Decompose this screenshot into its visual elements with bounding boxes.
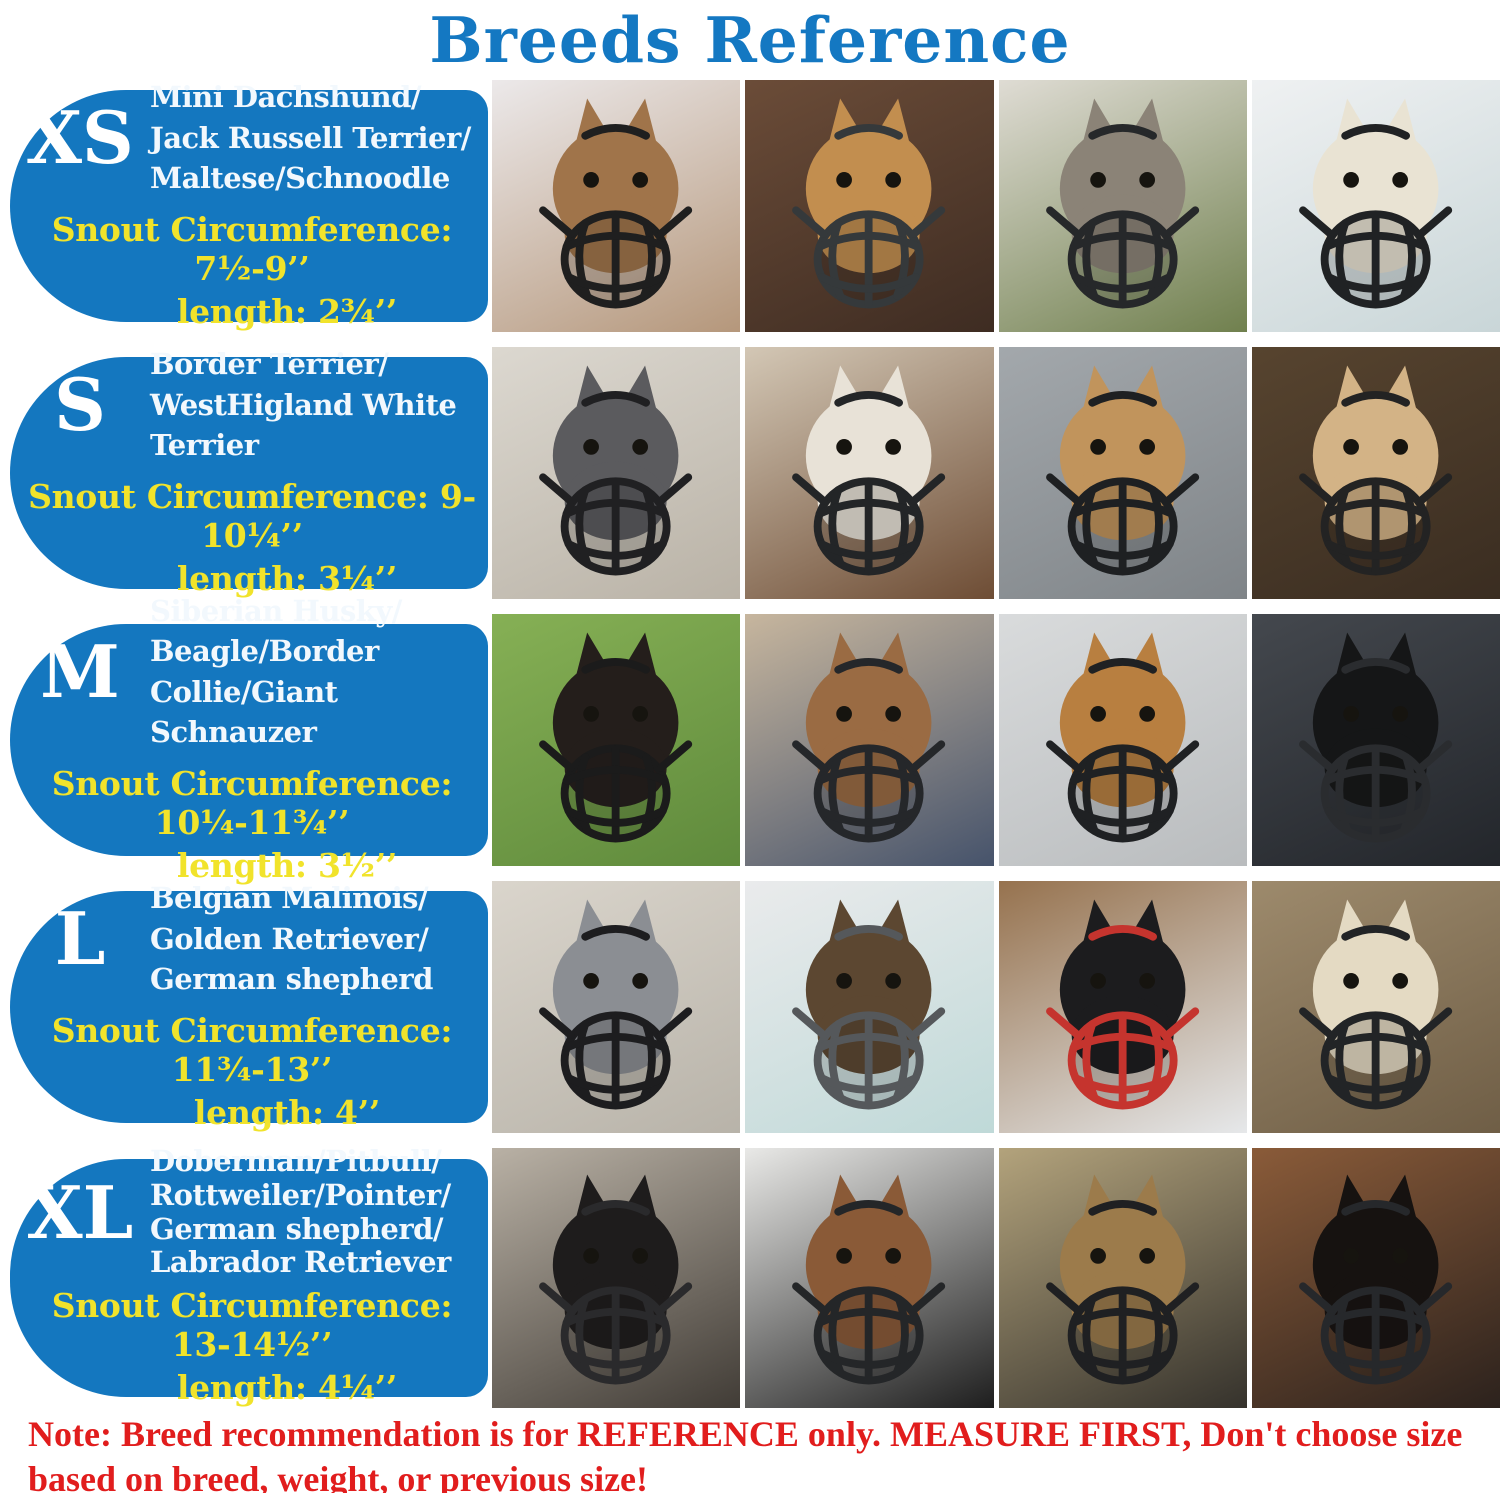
photo-strip xyxy=(492,881,1500,1133)
size-row-xl: XL Doberman/Pitbull/ Rottweiler/Pointer/… xyxy=(0,1144,1500,1408)
dog-photo xyxy=(745,614,994,866)
snout-circumference: Snout Circumference: 13-14½’’ xyxy=(51,1286,453,1365)
dog-photo xyxy=(745,80,994,332)
size-label: S xyxy=(54,361,106,447)
size-pill-xl: XL Doberman/Pitbull/ Rottweiler/Pointer/… xyxy=(10,1144,488,1407)
dog-photo xyxy=(1251,80,1500,332)
photo-strip xyxy=(492,1148,1500,1408)
dog-photo xyxy=(998,347,1247,599)
dog-photo xyxy=(745,1148,994,1408)
dog-with-muzzle-illustration xyxy=(1298,899,1452,1110)
muzzle-length: length: 4’’ xyxy=(193,1092,381,1132)
snout-circumference: Snout Circumference: 7½-9’’ xyxy=(51,209,453,288)
size-row-s: S Border Terrier/ WestHigland White Terr… xyxy=(0,347,1500,599)
muzzle-length: length: 3¼’’ xyxy=(176,558,398,598)
dog-with-muzzle-illustration xyxy=(792,632,946,843)
dog-with-muzzle-illustration xyxy=(1298,98,1452,309)
dog-photo xyxy=(492,347,741,599)
dog-with-muzzle-illustration xyxy=(1045,98,1199,309)
dog-photo xyxy=(998,80,1247,332)
dog-with-muzzle-illustration xyxy=(539,632,693,843)
dog-photo xyxy=(1251,1148,1500,1408)
size-pill-s: S Border Terrier/ WestHigland White Terr… xyxy=(10,347,488,598)
snout-circumference: Snout Circumference: 11¾-13’’ xyxy=(51,1010,453,1089)
size-label: XS xyxy=(26,94,134,180)
muzzle-length: length: 3½’’ xyxy=(176,845,398,885)
dog-photo xyxy=(492,1148,741,1408)
size-pill-m: M Siberian Husky/ Beagle/Border Collie/G… xyxy=(10,594,488,885)
breed-list: Belgian Malinois/ Golden Retriever/ Germ… xyxy=(150,881,433,996)
muzzle-length: length: 2¾’’ xyxy=(176,291,398,331)
snout-circumference: Snout Circumference: 9-10¼’’ xyxy=(28,476,476,555)
dog-photo xyxy=(492,80,741,332)
photo-strip xyxy=(492,347,1500,599)
size-label: XL xyxy=(26,1169,134,1255)
dog-photo xyxy=(998,881,1247,1133)
size-pill-l: L Belgian Malinois/ Golden Retriever/ Ge… xyxy=(10,881,488,1132)
size-row-m: M Siberian Husky/ Beagle/Border Collie/G… xyxy=(0,594,1500,885)
dog-with-muzzle-illustration xyxy=(792,365,946,576)
reference-note: Note: Breed recommendation is for REFERE… xyxy=(28,1414,1463,1493)
page-title: Breeds Reference xyxy=(429,3,1071,77)
breed-list: Siberian Husky/ Beagle/Border Collie/Gia… xyxy=(150,594,402,749)
dog-with-muzzle-illustration xyxy=(539,98,693,309)
dog-photo xyxy=(1251,881,1500,1133)
dog-with-muzzle-illustration xyxy=(1298,1174,1452,1385)
dog-with-muzzle-illustration xyxy=(539,365,693,576)
dog-with-muzzle-illustration xyxy=(539,1174,693,1385)
dog-photo xyxy=(492,614,741,866)
dog-with-muzzle-illustration xyxy=(792,1174,946,1385)
photo-strip xyxy=(492,80,1500,332)
dog-photo xyxy=(492,881,741,1133)
size-label: L xyxy=(54,895,106,981)
dog-with-muzzle-illustration xyxy=(792,98,946,309)
dog-with-muzzle-illustration xyxy=(1045,632,1199,843)
muzzle-length: length: 4¼’’ xyxy=(176,1368,398,1408)
dog-photo xyxy=(745,347,994,599)
dog-with-muzzle-illustration xyxy=(539,899,693,1110)
dog-with-muzzle-illustration xyxy=(1045,365,1199,576)
breed-list: Doberman/Pitbull/ Rottweiler/Pointer/ Ge… xyxy=(150,1143,451,1280)
photo-strip xyxy=(492,614,1500,866)
dog-photo xyxy=(998,1148,1247,1408)
dog-with-muzzle-illustration xyxy=(1045,899,1199,1110)
size-row-xs: XS Mini Dachshund/ Jack Russell Terrier/… xyxy=(0,80,1500,332)
size-row-l: L Belgian Malinois/ Golden Retriever/ Ge… xyxy=(0,881,1500,1133)
size-pill-xs: XS Mini Dachshund/ Jack Russell Terrier/… xyxy=(10,80,488,331)
breed-list: Border Terrier/ WestHigland White Terrie… xyxy=(150,347,457,462)
dog-photo xyxy=(1251,347,1500,599)
dog-with-muzzle-illustration xyxy=(1045,1174,1199,1385)
dog-photo xyxy=(1251,614,1500,866)
dog-with-muzzle-illustration xyxy=(1298,365,1452,576)
breed-list: Mini Dachshund/ Jack Russell Terrier/ Ma… xyxy=(150,80,471,195)
size-label: M xyxy=(40,628,120,714)
dog-photo xyxy=(745,881,994,1133)
dog-with-muzzle-illustration xyxy=(792,899,946,1110)
snout-circumference: Snout Circumference: 10¼-11¾’’ xyxy=(51,763,453,842)
dog-photo xyxy=(998,614,1247,866)
dog-with-muzzle-illustration xyxy=(1298,632,1452,843)
